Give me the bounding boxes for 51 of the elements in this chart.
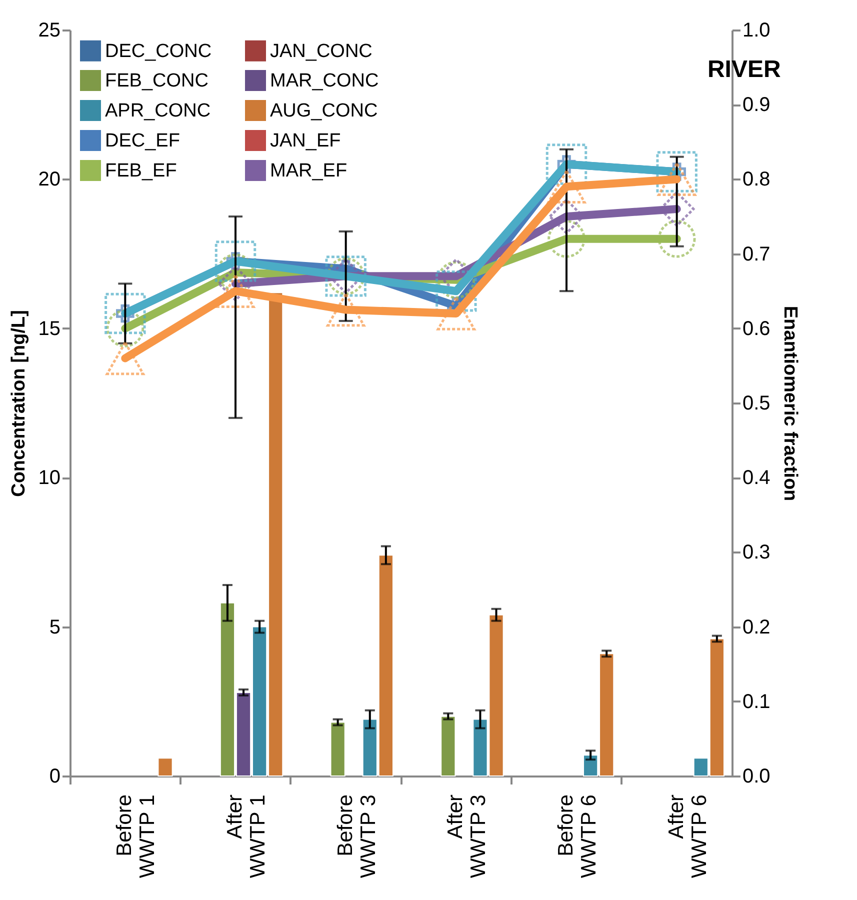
point — [658, 162, 696, 196]
y2-axis-title: Enantiomeric fraction — [779, 306, 800, 502]
y2-tick-label: 0.3 — [742, 542, 770, 564]
y2-tick-label: 0.6 — [742, 318, 770, 340]
legend-label: MAR_CONC — [270, 70, 379, 92]
y-tick-label: 25 — [38, 20, 60, 42]
x-tick-label: Before WWTP 1 — [113, 794, 160, 878]
y2-tick-label: 0.2 — [742, 616, 770, 638]
y2-tick-label: 0.4 — [742, 467, 770, 490]
point — [659, 191, 695, 227]
legend-label: JAN_EF — [270, 130, 341, 152]
point — [104, 292, 146, 334]
x-tick-label: After WWTP 6 — [664, 794, 711, 878]
legend-label: DEC_CONC — [105, 40, 212, 62]
point — [436, 296, 476, 330]
y2-tick-label: 0.1 — [742, 690, 770, 713]
y-tick-label: 15 — [38, 318, 60, 340]
legend-label: FEB_CONC — [105, 70, 208, 92]
legend-label: MAR_EF — [270, 160, 348, 182]
y2-tick-label: 0.8 — [742, 168, 770, 191]
legend-label: DEC_EF — [105, 130, 180, 152]
point — [548, 220, 586, 258]
y-tick-label: 10 — [38, 467, 60, 490]
x-tick-label: Before WWTP 6 — [554, 794, 600, 878]
y2-tick-label: 0.7 — [742, 243, 770, 266]
point — [546, 144, 588, 185]
legend-label: FEB_EF — [105, 160, 177, 182]
point — [656, 151, 698, 192]
y-tick-label: 5 — [49, 616, 60, 638]
y2-tick-label: 1.0 — [742, 20, 770, 42]
legend-label: JAN_CONC — [270, 40, 372, 62]
x-tick-label: After WWTP 3 — [444, 794, 490, 878]
point — [436, 270, 477, 312]
y2-tick-label: 0.9 — [742, 94, 770, 116]
point — [547, 170, 586, 204]
point — [658, 220, 696, 258]
point — [216, 274, 255, 308]
y-tick-label: 0 — [49, 766, 60, 788]
legend-label: AUG_CONC — [270, 100, 378, 122]
x-tick-label: After WWTP 1 — [224, 794, 270, 878]
y-tick-label: 20 — [38, 168, 60, 191]
text: RIVER — [707, 56, 781, 83]
y2-tick-label: 0.0 — [742, 766, 770, 788]
bar — [158, 758, 173, 776]
y-axis-title: Concentration [ng/L] — [8, 310, 30, 497]
point — [326, 292, 366, 327]
legend-label: APR_CONC — [105, 100, 211, 122]
point — [106, 341, 144, 376]
point — [214, 240, 256, 282]
x-tick-label: Before WWTP 3 — [334, 794, 380, 878]
y2-tick-label: 0.5 — [742, 392, 770, 414]
